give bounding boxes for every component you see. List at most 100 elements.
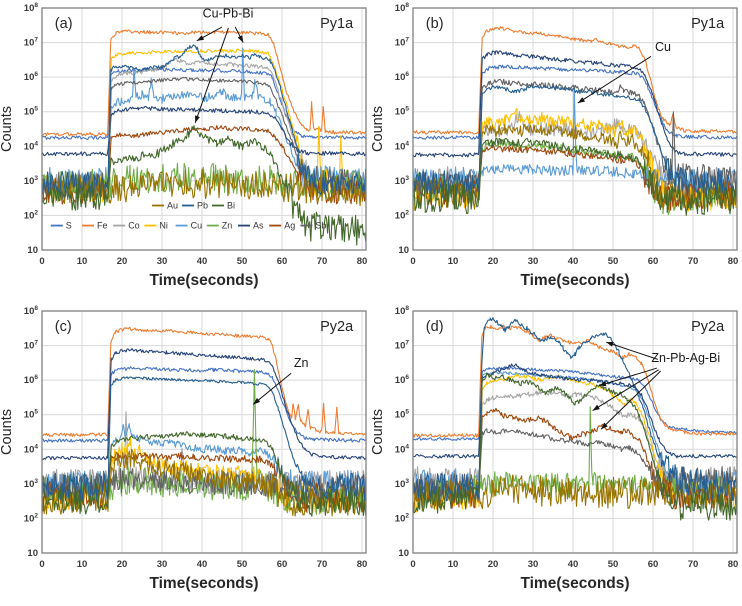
x-tick-label: 10 [448, 256, 459, 267]
y-axis-title: Counts [0, 106, 15, 152]
plot-border [412, 310, 738, 554]
series-line-Bi [42, 431, 366, 517]
y-tick-label: 10 [27, 245, 38, 256]
annotation-arrow [600, 370, 661, 430]
series-line-Pb [42, 44, 366, 199]
x-tick-label: 80 [357, 256, 368, 267]
annotation-group: Cu-Pb-Bi [194, 7, 254, 123]
series-line-Pb [413, 317, 737, 502]
x-tick-label: 50 [237, 256, 248, 267]
panel-background [0, 0, 371, 303]
x-tick-label: 60 [648, 559, 659, 570]
series-line-As [413, 50, 737, 158]
y-tick-label: 10 [398, 245, 409, 256]
y-axis-title: Counts [371, 409, 386, 455]
series-line-As [413, 363, 737, 459]
annotation-text: Cu [655, 40, 671, 54]
plot-border [412, 7, 738, 251]
x-axis-title: Time(seconds) [520, 575, 629, 592]
x-tick-label: 30 [528, 256, 539, 267]
x-tick-label: 60 [277, 559, 288, 570]
legend-label-Fe: Fe [97, 221, 108, 231]
x-tick-label: 0 [39, 559, 44, 570]
x-tick-label: 30 [528, 559, 539, 570]
series-line-Fe [42, 326, 366, 438]
x-axis-title: Time(seconds) [149, 575, 258, 592]
annotation-arrow [606, 341, 658, 360]
x-axis-ticks: 0 10 20 30 40 50 60 70 80 [410, 256, 738, 267]
y-tick-label: 10 [398, 548, 409, 559]
x-axis-ticks: 0 10 20 30 40 50 60 70 80 [410, 559, 738, 570]
x-tick-label: 40 [197, 559, 208, 570]
x-axis-ticks: 0 10 20 30 40 50 60 70 80 [39, 256, 367, 267]
series-line-Bi [42, 125, 366, 246]
legend-label-Pb: Pb [197, 201, 208, 211]
series-line-Fe [413, 26, 737, 135]
panel-letter: (c) [55, 319, 72, 335]
annotation-text: Cu-Pb-Bi [203, 7, 254, 21]
x-tick-label: 40 [197, 256, 208, 267]
gridlines [42, 311, 366, 553]
legend-label-Ni: Ni [159, 221, 168, 231]
panel-background [371, 303, 742, 606]
y-axis-title: Counts [371, 106, 386, 152]
legend-label-Co: Co [128, 221, 140, 231]
series-group [413, 317, 737, 521]
annotation-arrow [252, 372, 292, 405]
x-tick-label: 30 [157, 559, 168, 570]
legend-label-Zn: Zn [222, 221, 233, 231]
x-tick-label: 50 [608, 256, 619, 267]
x-tick-label: 60 [277, 256, 288, 267]
series-line-S [413, 64, 737, 140]
x-tick-label: 0 [39, 256, 44, 267]
legend-label-Bi: Bi [227, 201, 235, 211]
x-tick-label: 50 [237, 559, 248, 570]
sample-label: Py2a [691, 319, 725, 335]
x-tick-label: 20 [117, 256, 128, 267]
legend-label-Sb: Sb [315, 221, 326, 231]
annotation-arrow [194, 27, 229, 123]
x-tick-label: 70 [317, 256, 328, 267]
x-tick-label: 0 [410, 559, 415, 570]
annotation-arrow [592, 369, 659, 411]
x-tick-label: 70 [688, 256, 699, 267]
series-line-Fe [413, 324, 737, 438]
annotation-group: Cu [577, 40, 671, 104]
legend-label-Cu: Cu [191, 221, 203, 231]
panel-background [0, 303, 371, 606]
sample-label: Py1a [320, 16, 354, 32]
annotation-arrow [577, 55, 652, 104]
panel-letter: (d) [426, 319, 444, 335]
x-tick-label: 20 [117, 559, 128, 570]
x-tick-label: 60 [648, 256, 659, 267]
annotation-arrow [234, 26, 244, 43]
series-line-S [413, 366, 737, 441]
gridlines [413, 8, 737, 250]
legend: Au Pb Bi S Fe Co Ni Cu Zn As Ag Sb [50, 201, 326, 231]
x-axis-ticks: 0 10 20 30 40 50 60 70 80 [39, 559, 367, 570]
legend-label-Au: Au [167, 201, 178, 211]
sample-label: Py1a [691, 16, 725, 32]
panel-letter: (b) [426, 16, 444, 32]
series-line-As [42, 105, 366, 157]
x-tick-label: 20 [488, 256, 499, 267]
annotation-group: Zn-Pb-Ag-Bi [592, 341, 720, 430]
x-tick-label: 20 [488, 559, 499, 570]
series-group [413, 26, 737, 216]
annotation-text: Zn [294, 356, 309, 370]
x-tick-label: 50 [608, 559, 619, 570]
annotation-arrow [598, 367, 658, 387]
x-tick-label: 10 [448, 559, 459, 570]
x-axis-title: Time(seconds) [520, 272, 629, 289]
legend-label-S: S [66, 221, 72, 231]
x-tick-label: 70 [688, 559, 699, 570]
plot-border [41, 310, 367, 554]
series-line-Zn [42, 369, 366, 515]
x-tick-label: 10 [77, 559, 88, 570]
series-line-Ag [42, 451, 366, 513]
annotation-text: Zn-Pb-Ag-Bi [651, 351, 720, 365]
panel-letter: (a) [55, 16, 73, 32]
